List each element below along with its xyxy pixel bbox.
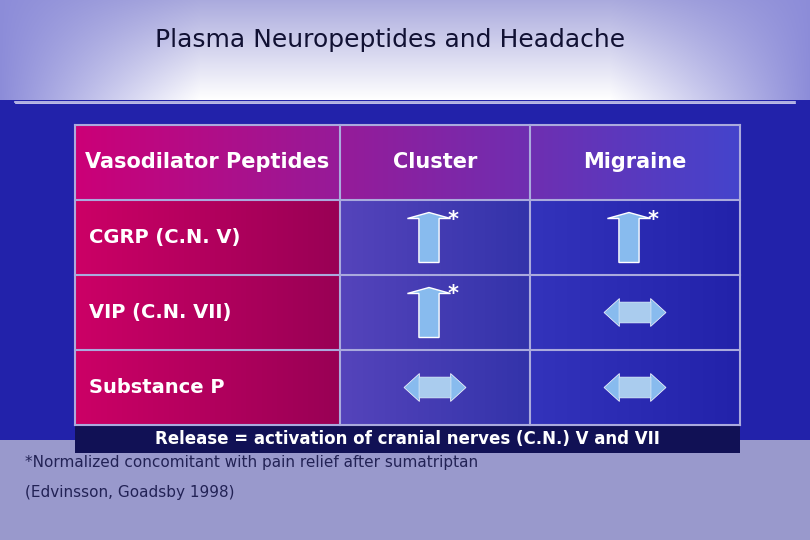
Polygon shape bbox=[604, 374, 620, 402]
Polygon shape bbox=[407, 213, 450, 262]
Polygon shape bbox=[0, 440, 810, 540]
Polygon shape bbox=[608, 213, 650, 262]
Text: *: * bbox=[647, 210, 659, 230]
Polygon shape bbox=[620, 302, 650, 323]
Text: *Normalized concomitant with pain relief after sumatriptan: *Normalized concomitant with pain relief… bbox=[25, 455, 478, 469]
Text: Migraine: Migraine bbox=[583, 152, 687, 172]
Text: CGRP (C.N. V): CGRP (C.N. V) bbox=[89, 228, 241, 247]
Text: *: * bbox=[447, 285, 458, 305]
Text: VIP (C.N. VII): VIP (C.N. VII) bbox=[89, 303, 232, 322]
Polygon shape bbox=[420, 377, 450, 398]
Polygon shape bbox=[650, 299, 666, 327]
Polygon shape bbox=[0, 100, 810, 440]
Text: Release = activation of cranial nerves (C.N.) V and VII: Release = activation of cranial nerves (… bbox=[155, 430, 660, 448]
Polygon shape bbox=[404, 374, 420, 402]
Polygon shape bbox=[620, 377, 650, 398]
Polygon shape bbox=[407, 287, 450, 338]
Polygon shape bbox=[604, 299, 620, 327]
Text: Vasodilator Peptides: Vasodilator Peptides bbox=[85, 152, 330, 172]
Polygon shape bbox=[75, 425, 740, 453]
Text: Substance P: Substance P bbox=[89, 378, 224, 397]
Polygon shape bbox=[650, 374, 666, 402]
Text: *: * bbox=[447, 210, 458, 230]
Text: Cluster: Cluster bbox=[393, 152, 477, 172]
Text: Plasma Neuropeptides and Headache: Plasma Neuropeptides and Headache bbox=[155, 28, 625, 52]
Text: (Edvinsson, Goadsby 1998): (Edvinsson, Goadsby 1998) bbox=[25, 484, 235, 500]
Polygon shape bbox=[450, 374, 466, 402]
